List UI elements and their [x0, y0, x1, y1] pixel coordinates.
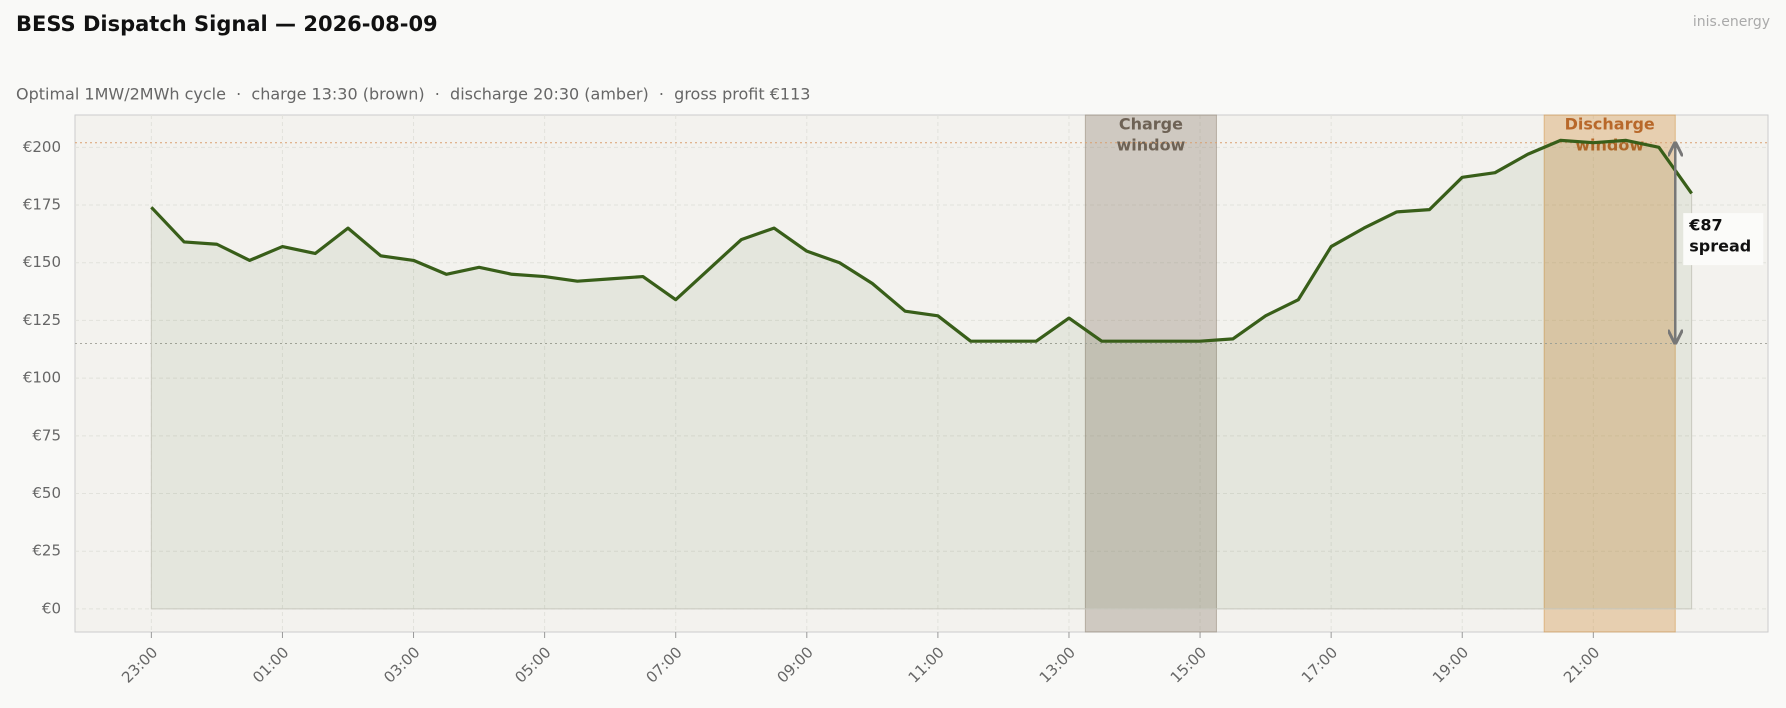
line	[150, 138, 1693, 343]
y-tick-label: €200	[23, 138, 61, 156]
x-tick-label: 09:00	[774, 643, 817, 686]
window-label: Charge	[1119, 115, 1183, 134]
x-tick-label: 21:00	[1560, 643, 1603, 686]
watermark: inis.energy	[1693, 14, 1770, 30]
y-tick-label: €125	[23, 311, 61, 329]
y-tick-label: €0	[42, 599, 61, 617]
spread-label: €87	[1688, 216, 1722, 235]
plot-area	[74, 114, 1769, 633]
x-tick-label: 19:00	[1429, 643, 1472, 686]
chart-title: BESS Dispatch Signal — 2026-08-09	[16, 12, 438, 36]
window-label: Discharge	[1565, 115, 1655, 134]
y-tick-label: €50	[32, 484, 61, 502]
spread-label: spread	[1689, 237, 1751, 256]
chart-subtitle: Optimal 1MW/2MWh cycle · charge 13:30 (b…	[16, 85, 810, 104]
x-tick-label: 23:00	[118, 643, 161, 686]
x-tick-label: 05:00	[511, 643, 554, 686]
window	[1084, 114, 1217, 633]
y-tick-label: €25	[32, 542, 61, 560]
x-tick-label: 11:00	[905, 643, 948, 686]
x-tick-label: 01:00	[249, 643, 292, 686]
spread-box	[1683, 213, 1764, 266]
x-tick-label: 17:00	[1298, 643, 1341, 686]
window	[1543, 114, 1676, 633]
x-tick-label: 13:00	[1036, 643, 1079, 686]
x-tick-label: 15:00	[1167, 643, 1210, 686]
y-tick-label: €150	[23, 253, 61, 271]
x-tick-label: 07:00	[642, 643, 685, 686]
y-tick-label: €100	[23, 369, 61, 387]
y-tick-label: €75	[32, 426, 61, 444]
window-label: window	[1116, 136, 1185, 155]
y-tick-label: €175	[23, 196, 61, 214]
x-tick-label: 03:00	[380, 643, 423, 686]
